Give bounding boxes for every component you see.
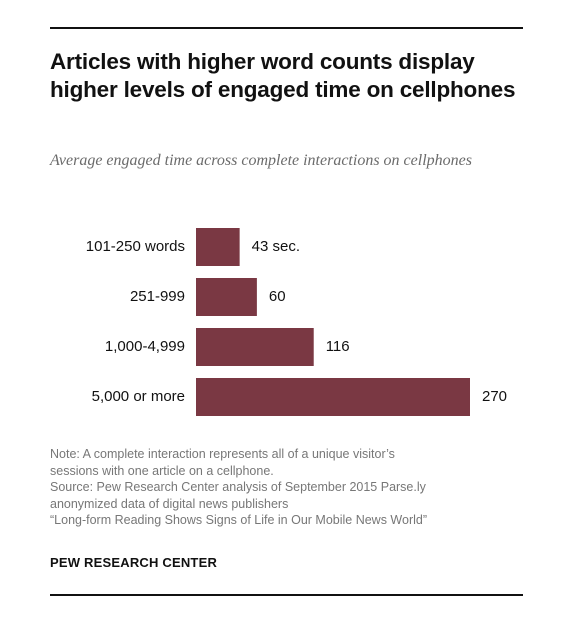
pew-research-center-brand: PEW RESEARCH CENTER [50,555,218,570]
bottom-rule [50,594,523,596]
bar [196,228,240,266]
category-label: 101-250 words [86,238,185,255]
notes-block: Note: A complete interaction represents … [50,446,530,529]
note-line-1: Note: A complete interaction represents … [50,447,395,461]
note-line-2: sessions with one article on a cellphone… [50,463,274,478]
source-line-1: Source: Pew Research Center analysis of … [50,480,426,495]
bar [196,278,257,316]
bar-chart: 101-250 words 43 sec. 251-999 60 1,000-4,999… [86,228,507,416]
source-line-3: “Long-form Reading Shows Signs of Life i… [50,513,428,528]
bar [196,378,470,416]
source-line-2: anonymized data of digital news publishe… [50,496,289,511]
category-label: 5,000 or more [92,388,185,405]
top-rule [50,27,523,29]
category-label: 1,000-4,999 [105,338,185,355]
value-label: 116 [326,338,350,355]
value-label: 270 [482,388,507,405]
chart-subtitle: Average engaged time across complete int… [50,152,472,169]
category-label: 251-999 [130,288,185,305]
bar [196,328,314,366]
value-label: 60 [269,288,286,305]
chart-title: Articles with higher word counts display… [50,49,516,102]
value-label: 43 sec. [252,238,300,255]
